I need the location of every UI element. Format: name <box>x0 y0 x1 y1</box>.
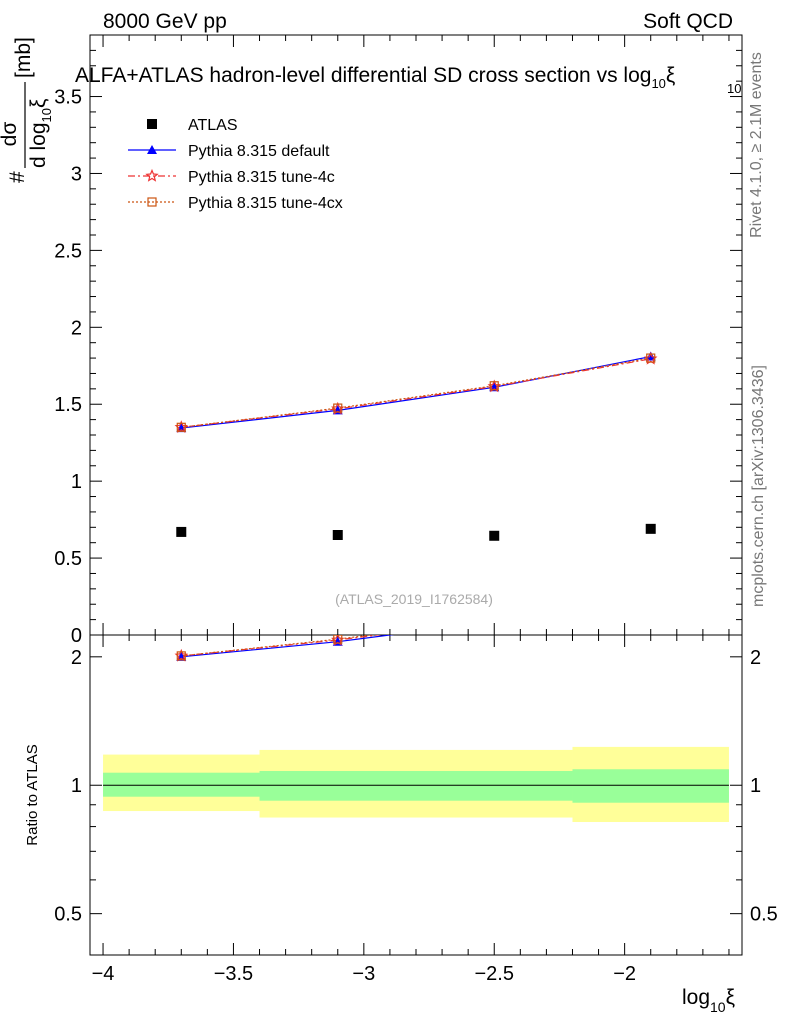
analysis-reference-label: (ATLAS_2019_I1762584) <box>335 591 493 607</box>
series-line <box>181 355 651 429</box>
data-point <box>489 530 500 541</box>
tick-label: 2.5 <box>54 240 82 262</box>
tick-label: −2.5 <box>474 963 513 985</box>
legend-label: Pythia 8.315 tune-4cx <box>188 195 343 212</box>
legend-item: Pythia 8.315 tune-4cx <box>128 195 343 212</box>
series-line <box>181 358 651 428</box>
tick-label: 3.5 <box>54 87 82 109</box>
ylabel-den-main: d log <box>27 122 50 168</box>
ratio-point <box>333 635 343 644</box>
ratio-band-green <box>103 772 260 797</box>
tick-label: 0.5 <box>54 548 82 570</box>
data-point <box>645 351 656 361</box>
axis-ticks: −4 −3.5 −3 −2.5 −2 0 0.5 1 1.5 2 2.5 3 3.5 0.5 0.5 1 1 2 2 <box>54 35 778 985</box>
ylabel-num: dσ <box>0 122 21 147</box>
legend-marker <box>145 168 159 182</box>
main-panel-data <box>174 351 658 541</box>
axis-power-label: 10 <box>727 81 741 96</box>
legend-marker <box>147 145 157 154</box>
ratio-band-green <box>416 770 573 801</box>
header-right: Soft QCD <box>643 10 733 33</box>
tick-label: −4 <box>92 963 115 985</box>
ratio-point <box>489 614 499 624</box>
ratio-point <box>490 615 498 623</box>
legend-item: Pythia 8.315 default <box>128 143 330 160</box>
tick-label: 1 <box>750 775 761 797</box>
data-point <box>646 353 656 363</box>
data-point <box>333 403 343 413</box>
data-point <box>176 422 186 432</box>
tick-label: 2 <box>750 647 761 669</box>
tick-label: 1 <box>71 775 82 797</box>
mcplots-label: mcplots.cern.ch [arXiv:1306.3436] <box>750 365 767 607</box>
legend-label: Pythia 8.315 default <box>188 143 330 160</box>
header-left: 8000 GeV pp <box>103 10 227 33</box>
tick-label: 2 <box>71 647 82 669</box>
xlabel-xi: ξ <box>726 986 735 1009</box>
legend-marker <box>147 197 157 207</box>
plot-title-xi: ξ <box>666 64 675 87</box>
ratio-y-axis-label: Ratio to ATLAS <box>24 744 41 845</box>
ratio-bands <box>103 746 729 823</box>
data-point <box>489 381 499 391</box>
data-point <box>332 530 343 540</box>
plot-title: ALFA+ATLAS hadron-level differential SD … <box>75 64 675 91</box>
ratio-band-green <box>572 769 729 803</box>
ylabel-den-xi: ξ <box>27 99 50 108</box>
tick-label: 0.5 <box>750 904 778 926</box>
tick-label: −3 <box>352 963 375 985</box>
legend-marker <box>147 119 157 129</box>
legend-item: Pythia 8.315 tune-4c <box>128 168 335 186</box>
ylabel-unit: [mb] <box>12 37 35 78</box>
plot-title-main: ALFA+ATLAS hadron-level differential SD … <box>75 64 651 87</box>
xlabel-sub: 10 <box>710 999 726 1015</box>
tick-label: 0.5 <box>54 904 82 926</box>
main-y-axis-label: # dσ d log10ξ [mb] <box>0 37 54 183</box>
xlabel-main: log <box>682 986 710 1009</box>
series-line <box>181 357 651 428</box>
tick-label: 1.5 <box>54 394 82 416</box>
ylabel-hash: # <box>6 171 29 183</box>
legend-label: ATLAS <box>188 117 238 134</box>
tick-label: −3.5 <box>214 963 253 985</box>
tick-label: 2 <box>71 317 82 339</box>
rivet-version-label: Rivet 4.1.0, ≥ 2.1M events <box>748 52 765 238</box>
x-axis-label: log10ξ <box>682 986 735 1015</box>
data-point <box>645 523 656 534</box>
plot-title-sub: 10 <box>651 76 665 91</box>
ratio-band-green <box>259 770 416 801</box>
data-point <box>176 526 187 537</box>
tick-label: −2 <box>613 963 636 985</box>
tick-label: 1 <box>71 471 82 493</box>
legend: ATLAS Pythia 8.315 default Pythia 8.315 tu… <box>128 117 343 212</box>
ratio-panel-data <box>174 614 499 662</box>
legend-label: Pythia 8.315 tune-4c <box>188 169 335 186</box>
tick-label: 0 <box>71 625 82 647</box>
legend-item: ATLAS <box>147 117 238 134</box>
tick-label: 3 <box>71 163 82 185</box>
ratio-point <box>176 651 186 661</box>
ylabel-den-sub: 10 <box>39 108 54 122</box>
ylabel-den: d log10ξ <box>27 99 54 168</box>
